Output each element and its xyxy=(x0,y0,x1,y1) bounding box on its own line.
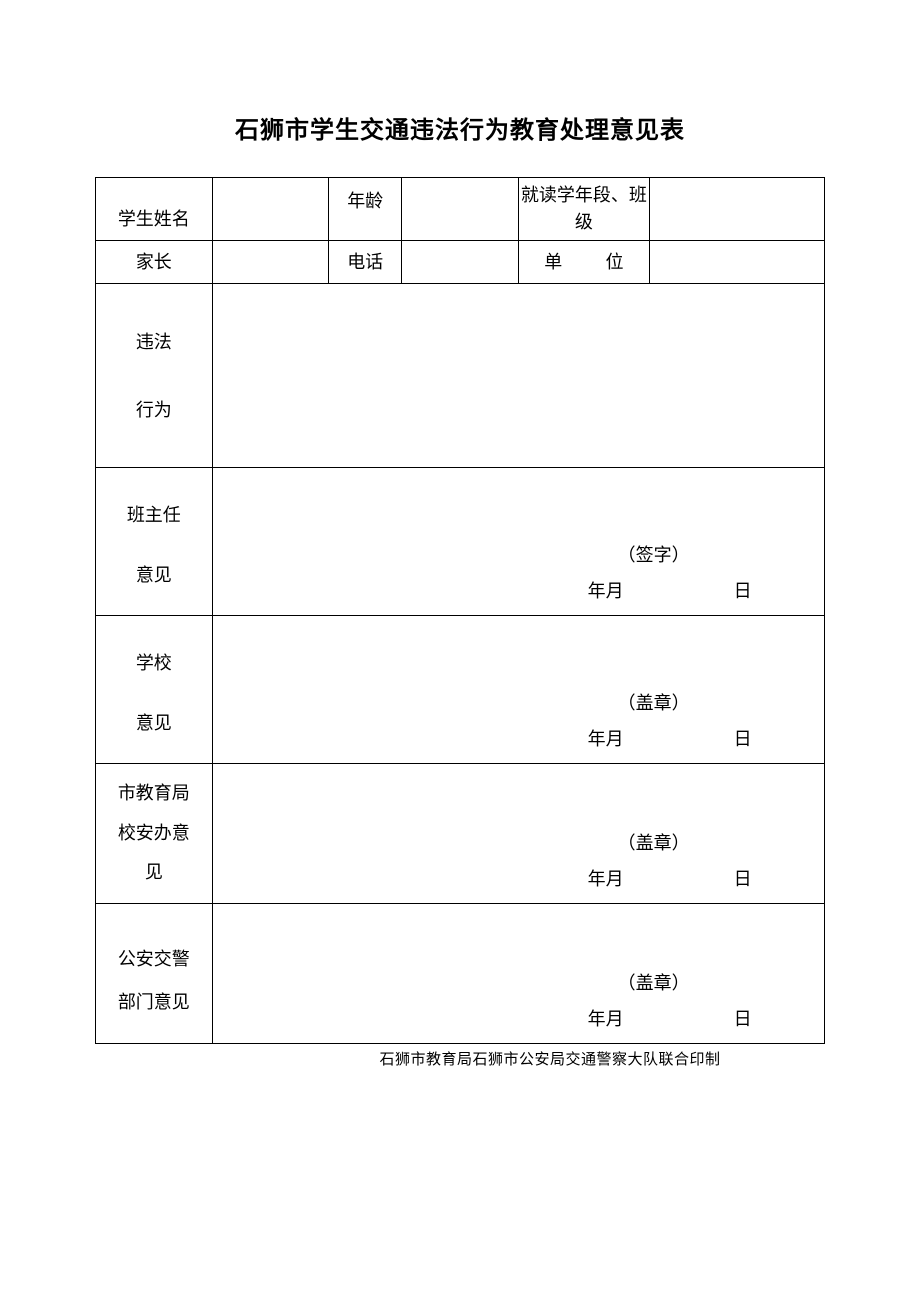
row-school-opinion: 学校 意见 （盖章） 年月 日 xyxy=(96,616,825,764)
edu-sig-block: （盖章） 年月 日 xyxy=(213,825,824,903)
teacher-sig-block: （签字） 年月 日 xyxy=(213,537,824,615)
row-teacher-opinion: 班主任 意见 （签字） 年月 日 xyxy=(96,468,825,616)
teacher-sign-mark: （签字） xyxy=(618,537,690,573)
value-age xyxy=(402,178,519,241)
school-sig-block: （盖章） 年月 日 xyxy=(213,685,824,763)
form-table: 学生姓名 年龄 就读学年段、班级 家长 电话 单位 违法 行为 班主任 意见 （… xyxy=(95,177,825,1044)
value-teacher-opinion: （签字） 年月 日 xyxy=(212,468,824,616)
police-year-month: 年月 xyxy=(588,1001,624,1037)
police-sig-block: （盖章） 年月 日 xyxy=(213,965,824,1043)
value-police-opinion: （盖章） 年月 日 xyxy=(212,904,824,1044)
page-title: 石狮市学生交通违法行为教育处理意见表 xyxy=(95,110,825,145)
teacher-day: 日 xyxy=(734,573,752,609)
label-student-name: 学生姓名 xyxy=(96,178,213,241)
value-violation xyxy=(212,284,824,468)
label-school-class: 就读学年段、班级 xyxy=(518,178,649,241)
label-unit-a: 单 xyxy=(544,252,562,272)
label-police-l1: 公安交警 xyxy=(102,938,206,981)
label-violation-top: 违法 xyxy=(102,325,206,359)
row-edu-opinion: 市教育局 校安办意 见 （盖章） 年月 日 xyxy=(96,764,825,904)
label-school-bottom: 意见 xyxy=(102,706,206,740)
label-edu-l2: 校安办意 xyxy=(98,814,210,854)
label-edu-opinion: 市教育局 校安办意 见 xyxy=(96,764,213,904)
label-teacher-top: 班主任 xyxy=(102,498,206,532)
label-phone: 电话 xyxy=(329,241,402,284)
label-teacher-bottom: 意见 xyxy=(102,558,206,592)
label-violation: 违法 行为 xyxy=(96,284,213,468)
label-school-top: 学校 xyxy=(102,646,206,680)
row-student: 学生姓名 年龄 就读学年段、班级 xyxy=(96,178,825,241)
row-violation: 违法 行为 xyxy=(96,284,825,468)
label-unit-b: 位 xyxy=(605,252,623,272)
school-year-month: 年月 xyxy=(588,721,624,757)
label-teacher-opinion: 班主任 意见 xyxy=(96,468,213,616)
value-edu-opinion: （盖章） 年月 日 xyxy=(212,764,824,904)
value-school-opinion: （盖章） 年月 日 xyxy=(212,616,824,764)
label-edu-l1: 市教育局 xyxy=(98,774,210,814)
label-age: 年龄 xyxy=(329,178,402,241)
edu-year-month: 年月 xyxy=(588,861,624,897)
footer-text: 石狮市教育局石狮市公安局交通警察大队联合印制 xyxy=(275,1048,825,1069)
police-seal-mark: （盖章） xyxy=(618,965,690,1001)
edu-day: 日 xyxy=(734,861,752,897)
row-police-opinion: 公安交警 部门意见 （盖章） 年月 日 xyxy=(96,904,825,1044)
row-parent: 家长 电话 单位 xyxy=(96,241,825,284)
label-school-opinion: 学校 意见 xyxy=(96,616,213,764)
label-police-l2: 部门意见 xyxy=(102,981,206,1024)
label-edu-l3: 见 xyxy=(98,853,210,893)
teacher-year-month: 年月 xyxy=(588,573,624,609)
label-parent: 家长 xyxy=(96,241,213,284)
school-day: 日 xyxy=(734,721,752,757)
edu-seal-mark: （盖章） xyxy=(618,825,690,861)
value-unit xyxy=(649,241,824,284)
value-student-name xyxy=(212,178,329,241)
school-seal-mark: （盖章） xyxy=(618,685,690,721)
label-unit: 单位 xyxy=(518,241,649,284)
value-parent xyxy=(212,241,329,284)
value-phone xyxy=(402,241,519,284)
label-police-opinion: 公安交警 部门意见 xyxy=(96,904,213,1044)
police-day: 日 xyxy=(734,1001,752,1037)
label-violation-bottom: 行为 xyxy=(102,393,206,427)
value-school-class xyxy=(649,178,824,241)
